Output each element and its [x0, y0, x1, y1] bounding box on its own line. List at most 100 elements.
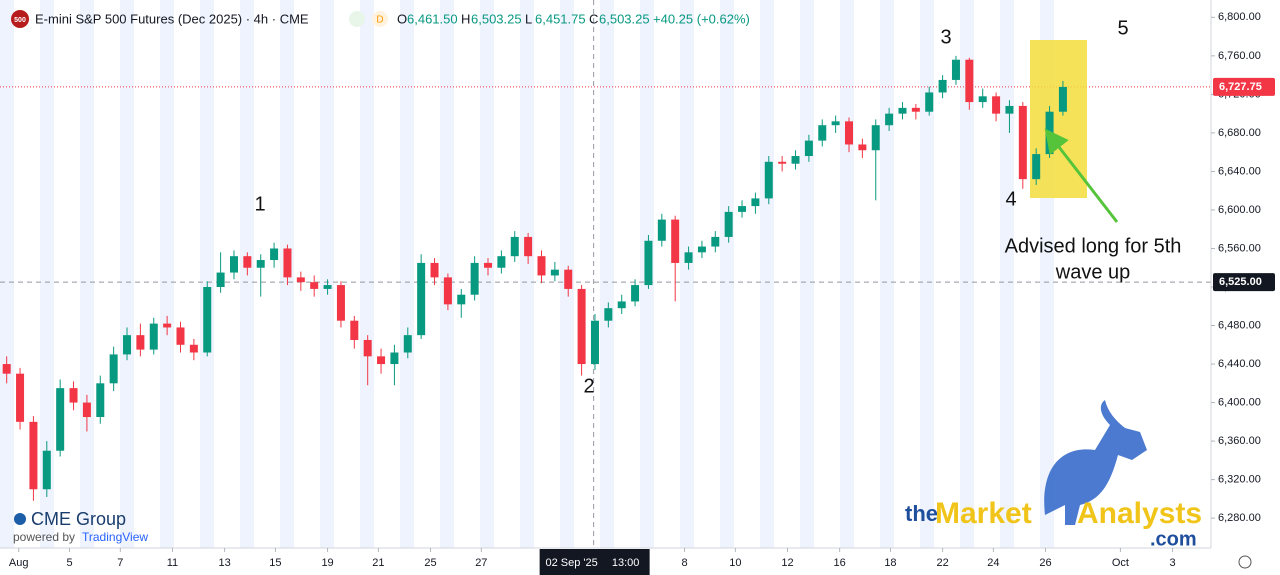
candle-body [149, 323, 158, 350]
candle-body [911, 107, 920, 112]
x-tick-label: 19 [321, 557, 333, 569]
candle-body [229, 256, 238, 273]
candle-body [524, 236, 533, 257]
y-tick-label: 6,640.00 [1218, 165, 1261, 177]
candle-body [82, 402, 91, 418]
y-tick-label: 6,600.00 [1218, 204, 1261, 216]
candle-body [56, 388, 65, 451]
candle-body [631, 285, 640, 302]
brand-com: .com [1150, 528, 1197, 550]
candle-body [42, 450, 51, 490]
x-tick-label: 27 [475, 557, 487, 569]
candle-body [296, 277, 305, 283]
candle-body [764, 161, 773, 199]
status-dot [349, 11, 365, 27]
x-tick-label: 11 [167, 557, 178, 569]
candle-body [871, 125, 880, 151]
candle-body [203, 287, 212, 353]
candle-body [684, 252, 693, 263]
last-price-tag [1213, 77, 1275, 96]
candle-body [657, 219, 666, 241]
candle-body [2, 364, 11, 374]
ohlc-value: 6,503.25 [471, 11, 522, 26]
candle-body [978, 96, 987, 103]
candle-body [123, 335, 132, 355]
candle-body [778, 161, 787, 164]
crosshair-date: 02 Sep '25 [546, 557, 598, 569]
candle-body [644, 240, 653, 286]
candle-body [992, 96, 1001, 114]
x-tick-label: 10 [729, 557, 741, 569]
candle-body [671, 219, 680, 263]
last-price: 6,727.75 [1219, 81, 1262, 93]
candle-body [29, 421, 38, 490]
candle-body [136, 335, 145, 350]
bull-logo [1044, 400, 1147, 525]
candle-body [470, 262, 479, 295]
candle-body [323, 285, 332, 289]
candle-body [336, 285, 345, 321]
y-tick-label: 6,280.00 [1218, 512, 1261, 524]
cme-logo [14, 513, 26, 525]
candle-body [898, 107, 907, 114]
x-tick-label: Aug [9, 557, 29, 569]
x-tick-label: 8 [681, 557, 687, 569]
settings-icon[interactable] [1238, 555, 1252, 569]
crosshair-price: 6,525.00 [1219, 276, 1262, 288]
tradingview: TradingView [82, 530, 148, 544]
y-tick-label: 6,800.00 [1218, 11, 1261, 23]
ohlc-key: H [461, 11, 470, 26]
candle-body [457, 294, 466, 305]
candle-body [377, 356, 386, 365]
candle-body [1032, 154, 1041, 180]
candle-body [885, 113, 894, 126]
candle-body [443, 277, 452, 305]
candle-body [484, 262, 493, 268]
candle-body [16, 373, 25, 422]
candle-body [390, 352, 399, 365]
candle-body [845, 121, 854, 145]
wave-label: 3 [940, 26, 951, 48]
x-tick-label: 16 [834, 557, 846, 569]
ohlc-value: 6,461.50 [407, 11, 458, 26]
x-tick-label: 13 [218, 557, 230, 569]
candle-body [163, 323, 172, 328]
brand-market: Market [935, 497, 1032, 530]
ohlc-value: 6,503.25 [599, 11, 650, 26]
wave-label: 4 [1005, 188, 1016, 210]
cme-text: CME Group [31, 509, 126, 529]
candle-body [1005, 105, 1014, 114]
candle-body [1045, 111, 1054, 155]
x-tick-label: 21 [372, 557, 384, 569]
ohlc-key: O [397, 11, 407, 26]
candle-body [403, 335, 412, 353]
interval-badge [372, 11, 388, 27]
candle-body [590, 320, 599, 365]
candle-body [550, 269, 559, 276]
x-tick-label: 18 [884, 557, 896, 569]
crosshair-price-tag [1213, 273, 1275, 292]
candle-body [604, 308, 613, 321]
y-tick-label: 6,400.00 [1218, 396, 1261, 408]
interval-badge-text: D [376, 15, 383, 26]
wave-label: 5 [1117, 17, 1128, 39]
y-tick-label: 6,440.00 [1218, 358, 1261, 370]
y-tick-label: 6,360.00 [1218, 435, 1261, 447]
candle-body [858, 144, 867, 151]
candle-body [1058, 86, 1067, 112]
candle-body [951, 59, 960, 80]
ohlc-key: L [525, 11, 532, 26]
x-tick-label: 24 [987, 557, 999, 569]
y-tick-label: 6,320.00 [1218, 474, 1261, 486]
y-tick-label: 6,560.00 [1218, 242, 1261, 254]
x-tick-label: 15 [269, 557, 281, 569]
x-tick-label: 3 [1170, 557, 1176, 569]
chart-title: E-mini S&P 500 Futures (Dec 2025) · 4h ·… [35, 11, 309, 26]
candle-body [430, 262, 439, 278]
candle-body [256, 260, 265, 268]
ohlc-key: C [589, 11, 598, 26]
candle-body [818, 125, 827, 141]
candle-body [617, 301, 626, 309]
x-tick-label: 7 [117, 557, 123, 569]
